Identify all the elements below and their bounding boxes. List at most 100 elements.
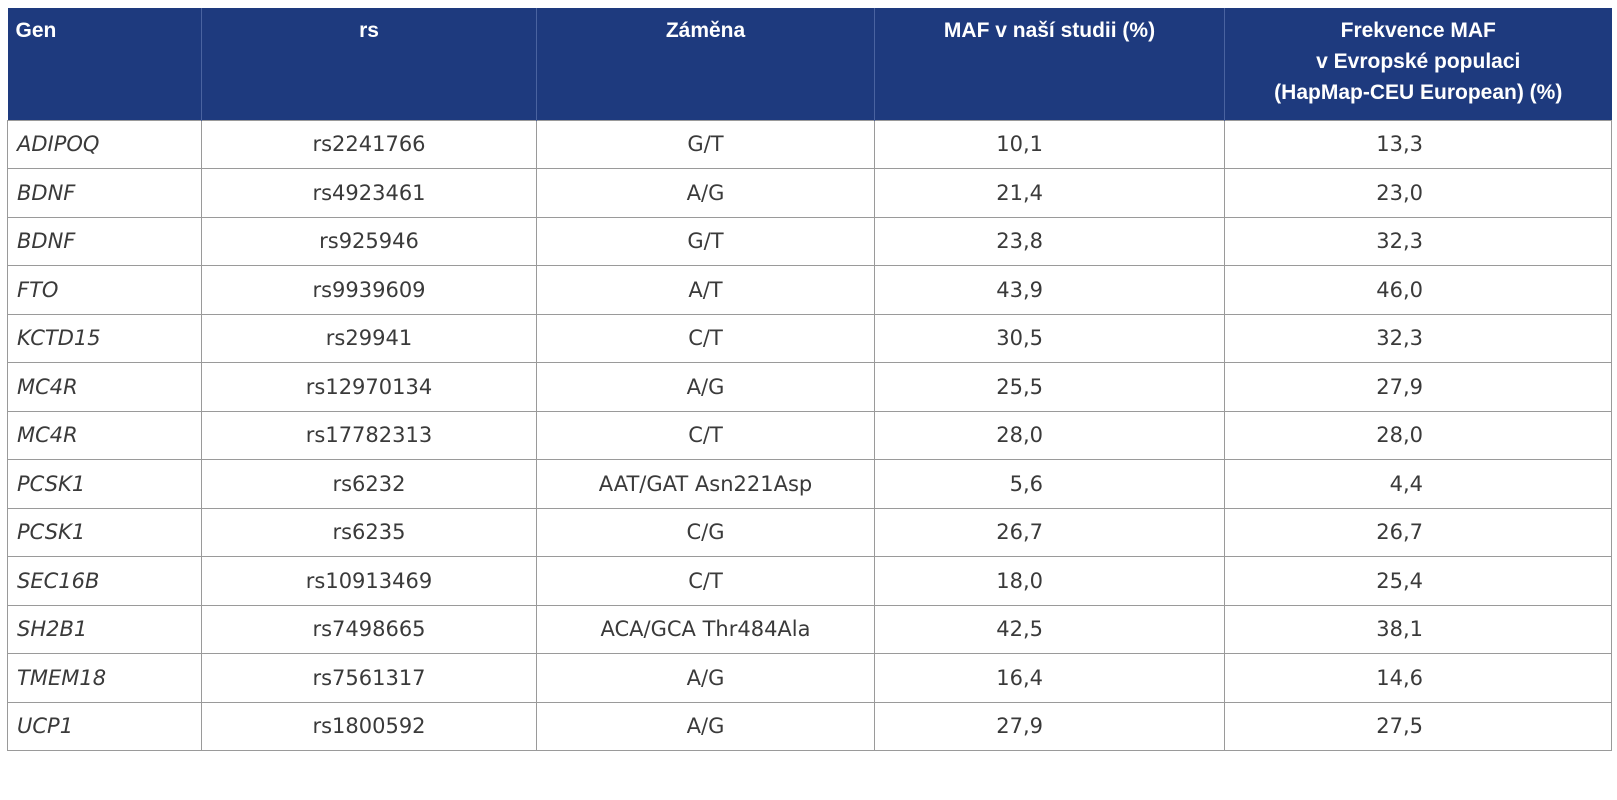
cell-zamena: A/T	[536, 265, 875, 315]
cell-maf-value: 16,4	[996, 665, 1043, 690]
cell-maf-value: 18,0	[996, 568, 1043, 593]
cell-gen: BDNF	[7, 216, 202, 266]
cell-maf-value: 30,5	[996, 326, 1043, 351]
cell-frequency-value: 32,3	[1376, 229, 1423, 254]
cell-rs: rs4923461	[201, 168, 537, 218]
cell-gen: TMEM18	[7, 653, 202, 703]
cell-frequency-value: 13,3	[1376, 132, 1423, 157]
cell-maf: 42,5	[874, 604, 1225, 654]
cell-maf-value: 42,5	[996, 617, 1043, 642]
cell-frequency: 23,0	[1224, 168, 1612, 218]
table-row: UCP1 rs1800592 A/G 27,9 27,5	[7, 701, 1612, 751]
cell-maf: 18,0	[874, 556, 1225, 606]
cell-rs: rs925946	[201, 216, 537, 266]
cell-frequency: 4,4	[1224, 459, 1612, 509]
cell-rs: rs6235	[201, 507, 537, 557]
cell-frequency: 27,5	[1224, 701, 1612, 751]
cell-frequency: 13,3	[1224, 119, 1612, 169]
header-frequency-line1: Frekvence MAF	[1340, 19, 1496, 42]
cell-rs: rs12970134	[201, 362, 537, 412]
cell-rs: rs17782313	[201, 410, 537, 460]
cell-zamena: C/T	[536, 556, 875, 606]
cell-frequency-value: 38,1	[1376, 617, 1423, 642]
cell-frequency-value: 4,4	[1389, 471, 1423, 496]
cell-gen: MC4R	[7, 362, 202, 412]
table-row: ADIPOQ rs2241766 G/T 10,1 13,3	[7, 119, 1612, 169]
cell-maf-value: 23,8	[996, 229, 1043, 254]
cell-frequency-value: 14,6	[1376, 665, 1423, 690]
cell-frequency-value: 27,9	[1376, 374, 1423, 399]
table-row: TMEM18 rs7561317 A/G 16,4 14,6	[7, 653, 1612, 703]
cell-frequency: 26,7	[1224, 507, 1612, 557]
header-zamena: Záměna	[536, 8, 875, 120]
cell-rs: rs29941	[201, 313, 537, 363]
cell-zamena: AAT/GAT Asn221Asp	[536, 459, 875, 509]
cell-rs: rs7561317	[201, 653, 537, 703]
cell-zamena: A/G	[536, 653, 875, 703]
header-frequency-line3: (HapMap-CEU European) (%)	[1274, 81, 1563, 104]
cell-maf: 27,9	[874, 701, 1225, 751]
cell-maf-value: 21,4	[996, 180, 1043, 205]
cell-maf: 43,9	[874, 265, 1225, 315]
header-row: Gen rs Záměna MAF v naší studii (%) Frek…	[7, 8, 1612, 120]
cell-frequency: 32,3	[1224, 216, 1612, 266]
cell-gen: PCSK1	[7, 459, 202, 509]
table-row: KCTD15 rs29941 C/T 30,5 32,3	[7, 313, 1612, 363]
cell-zamena: C/T	[536, 313, 875, 363]
table-row: MC4R rs12970134 A/G 25,5 27,9	[7, 362, 1612, 412]
cell-maf-value: 26,7	[996, 520, 1043, 545]
cell-maf: 25,5	[874, 362, 1225, 412]
cell-frequency: 27,9	[1224, 362, 1612, 412]
cell-frequency: 32,3	[1224, 313, 1612, 363]
cell-maf: 21,4	[874, 168, 1225, 218]
header-rs: rs	[201, 8, 537, 120]
table-body: ADIPOQ rs2241766 G/T 10,1 13,3 BDNF rs4923461 A…	[7, 119, 1612, 751]
cell-frequency-value: 28,0	[1376, 423, 1423, 448]
cell-gen: KCTD15	[7, 313, 202, 363]
cell-frequency-value: 25,4	[1376, 568, 1423, 593]
cell-maf-value: 25,5	[996, 374, 1043, 399]
cell-gen: ADIPOQ	[7, 119, 202, 169]
cell-maf: 30,5	[874, 313, 1225, 363]
cell-zamena: G/T	[536, 119, 875, 169]
table-row: PCSK1 rs6235 C/G 26,7 26,7	[7, 507, 1612, 557]
cell-frequency: 25,4	[1224, 556, 1612, 606]
cell-zamena: G/T	[536, 216, 875, 266]
header-gen: Gen	[7, 8, 202, 120]
cell-zamena: A/G	[536, 362, 875, 412]
table-row: PCSK1 rs6232 AAT/GAT Asn221Asp 5,6 4,4	[7, 459, 1612, 509]
header-frequency: Frekvence MAF v Evropské populaci (HapMa…	[1224, 8, 1612, 120]
cell-gen: PCSK1	[7, 507, 202, 557]
table-row: SEC16B rs10913469 C/T 18,0 25,4	[7, 556, 1612, 606]
cell-rs: rs6232	[201, 459, 537, 509]
cell-frequency-value: 46,0	[1376, 277, 1423, 302]
table-header: Gen rs Záměna MAF v naší studii (%) Frek…	[7, 8, 1612, 120]
header-frequency-line2: v Evropské populaci	[1316, 50, 1521, 73]
cell-rs: rs10913469	[201, 556, 537, 606]
cell-zamena: ACA/GCA Thr484Ala	[536, 604, 875, 654]
cell-rs: rs1800592	[201, 701, 537, 751]
cell-maf-value: 43,9	[996, 277, 1043, 302]
snp-table-container: Gen rs Záměna MAF v naší studii (%) Frek…	[7, 8, 1612, 751]
cell-maf: 10,1	[874, 119, 1225, 169]
table-row: FTO rs9939609 A/T 43,9 46,0	[7, 265, 1612, 315]
cell-maf: 26,7	[874, 507, 1225, 557]
cell-frequency: 14,6	[1224, 653, 1612, 703]
table-row: SH2B1 rs7498665 ACA/GCA Thr484Ala 42,5 38,1	[7, 604, 1612, 654]
cell-zamena: C/T	[536, 410, 875, 460]
header-maf: MAF v naší studii (%)	[874, 8, 1225, 120]
cell-maf-value: 28,0	[996, 423, 1043, 448]
cell-gen: FTO	[7, 265, 202, 315]
table-row: BDNF rs4923461 A/G 21,4 23,0	[7, 168, 1612, 218]
cell-frequency: 46,0	[1224, 265, 1612, 315]
cell-maf: 16,4	[874, 653, 1225, 703]
table-row: BDNF rs925946 G/T 23,8 32,3	[7, 216, 1612, 266]
table-row: MC4R rs17782313 C/T 28,0 28,0	[7, 410, 1612, 460]
cell-zamena: A/G	[536, 701, 875, 751]
cell-rs: rs9939609	[201, 265, 537, 315]
cell-maf: 5,6	[874, 459, 1225, 509]
cell-gen: SEC16B	[7, 556, 202, 606]
cell-gen: SH2B1	[7, 604, 202, 654]
cell-frequency: 28,0	[1224, 410, 1612, 460]
cell-gen: UCP1	[7, 701, 202, 751]
